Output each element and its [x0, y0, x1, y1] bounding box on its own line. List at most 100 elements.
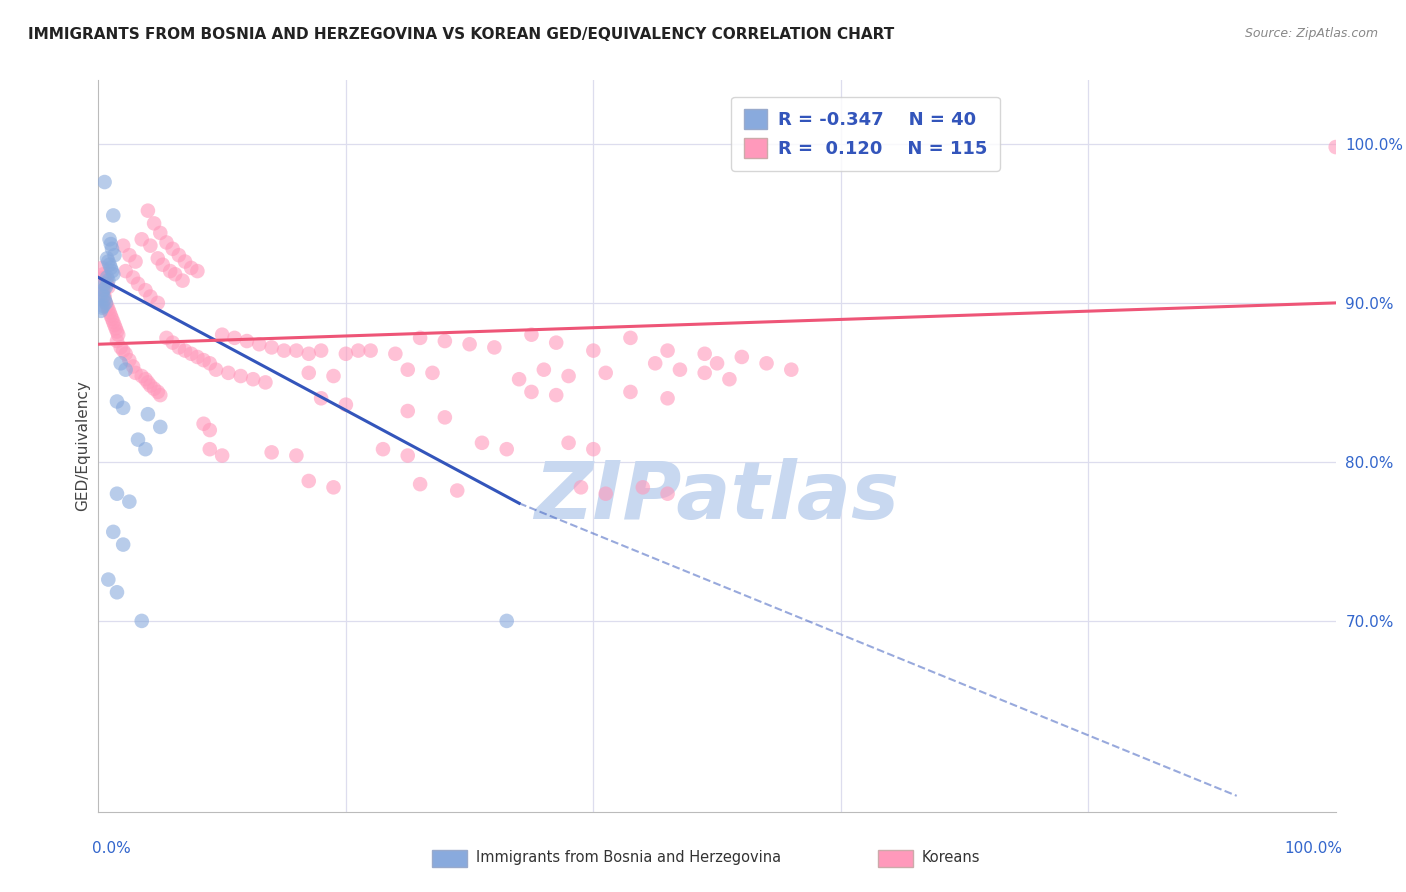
Point — [180, 260, 202, 275]
Point — [162, 242, 184, 256]
Point — [174, 343, 197, 358]
Point — [159, 264, 181, 278]
Point — [94, 274, 117, 288]
Point — [471, 435, 494, 450]
Point — [146, 384, 169, 399]
Point — [484, 340, 506, 354]
Point — [105, 325, 128, 339]
Text: Immigrants from Bosnia and Herzegovina: Immigrants from Bosnia and Herzegovina — [475, 849, 780, 864]
Point — [101, 264, 124, 278]
Point — [93, 293, 115, 307]
Point — [127, 433, 149, 447]
Point — [98, 305, 121, 319]
FancyBboxPatch shape — [877, 850, 912, 867]
Point — [98, 258, 121, 272]
Point — [122, 270, 145, 285]
Point — [458, 337, 481, 351]
Point — [96, 277, 118, 291]
Point — [93, 267, 115, 281]
Text: 100.0%: 100.0% — [1284, 841, 1341, 856]
Point — [285, 343, 308, 358]
Point — [122, 359, 145, 374]
Point — [110, 340, 132, 354]
Point — [657, 343, 679, 358]
Point — [131, 369, 153, 384]
Point — [495, 614, 517, 628]
Point — [134, 442, 156, 457]
Text: ZIPatlas: ZIPatlas — [534, 458, 900, 536]
Point — [360, 343, 382, 358]
Point — [97, 280, 120, 294]
Point — [112, 343, 135, 358]
Text: IMMIGRANTS FROM BOSNIA AND HERZEGOVINA VS KOREAN GED/EQUIVALENCY CORRELATION CHA: IMMIGRANTS FROM BOSNIA AND HERZEGOVINA V… — [28, 27, 894, 42]
Point — [155, 235, 177, 250]
Point — [167, 248, 190, 262]
Point — [595, 366, 617, 380]
Point — [167, 340, 190, 354]
Point — [298, 366, 321, 380]
Point — [112, 401, 135, 415]
Text: Source: ZipAtlas.com: Source: ZipAtlas.com — [1244, 27, 1378, 40]
Point — [101, 242, 124, 256]
Point — [103, 209, 125, 223]
Point — [100, 260, 122, 275]
Point — [180, 347, 202, 361]
Point — [131, 232, 153, 246]
Point — [693, 347, 716, 361]
Point — [254, 376, 277, 390]
Point — [322, 480, 344, 494]
Point — [396, 404, 419, 418]
Point — [107, 327, 129, 342]
Point — [94, 296, 117, 310]
Point — [422, 366, 444, 380]
Point — [91, 260, 114, 275]
Point — [97, 573, 120, 587]
Point — [347, 343, 370, 358]
Point — [409, 477, 432, 491]
Point — [114, 264, 136, 278]
Point — [198, 423, 221, 437]
Point — [298, 347, 321, 361]
Point — [298, 474, 321, 488]
Point — [247, 337, 270, 351]
Point — [112, 538, 135, 552]
Point — [136, 203, 159, 218]
Point — [93, 175, 115, 189]
Point — [260, 445, 283, 459]
Point — [619, 331, 641, 345]
Point — [149, 420, 172, 434]
Point — [273, 343, 295, 358]
Point — [118, 248, 141, 262]
Point — [669, 362, 692, 376]
Point — [91, 301, 114, 315]
Point — [105, 334, 128, 348]
Point — [103, 524, 125, 539]
Point — [105, 585, 128, 599]
Point — [94, 296, 117, 310]
Point — [533, 362, 555, 376]
Point — [139, 238, 162, 252]
Point — [101, 311, 124, 326]
Point — [93, 270, 115, 285]
Point — [433, 334, 456, 348]
Point — [371, 442, 394, 457]
Point — [114, 362, 136, 376]
Legend: R = -0.347    N = 40, R =  0.120    N = 115: R = -0.347 N = 40, R = 0.120 N = 115 — [731, 96, 1000, 170]
Point — [309, 343, 332, 358]
Point — [657, 486, 679, 500]
Point — [205, 362, 228, 376]
Point — [595, 486, 617, 500]
Point — [149, 388, 172, 402]
Point — [105, 486, 128, 500]
Point — [97, 274, 120, 288]
Point — [582, 442, 605, 457]
Point — [100, 237, 122, 252]
Point — [693, 366, 716, 380]
Point — [118, 494, 141, 508]
Point — [619, 384, 641, 399]
Point — [495, 442, 517, 457]
Point — [718, 372, 741, 386]
Point — [127, 277, 149, 291]
Point — [134, 372, 156, 386]
Point — [90, 303, 112, 318]
